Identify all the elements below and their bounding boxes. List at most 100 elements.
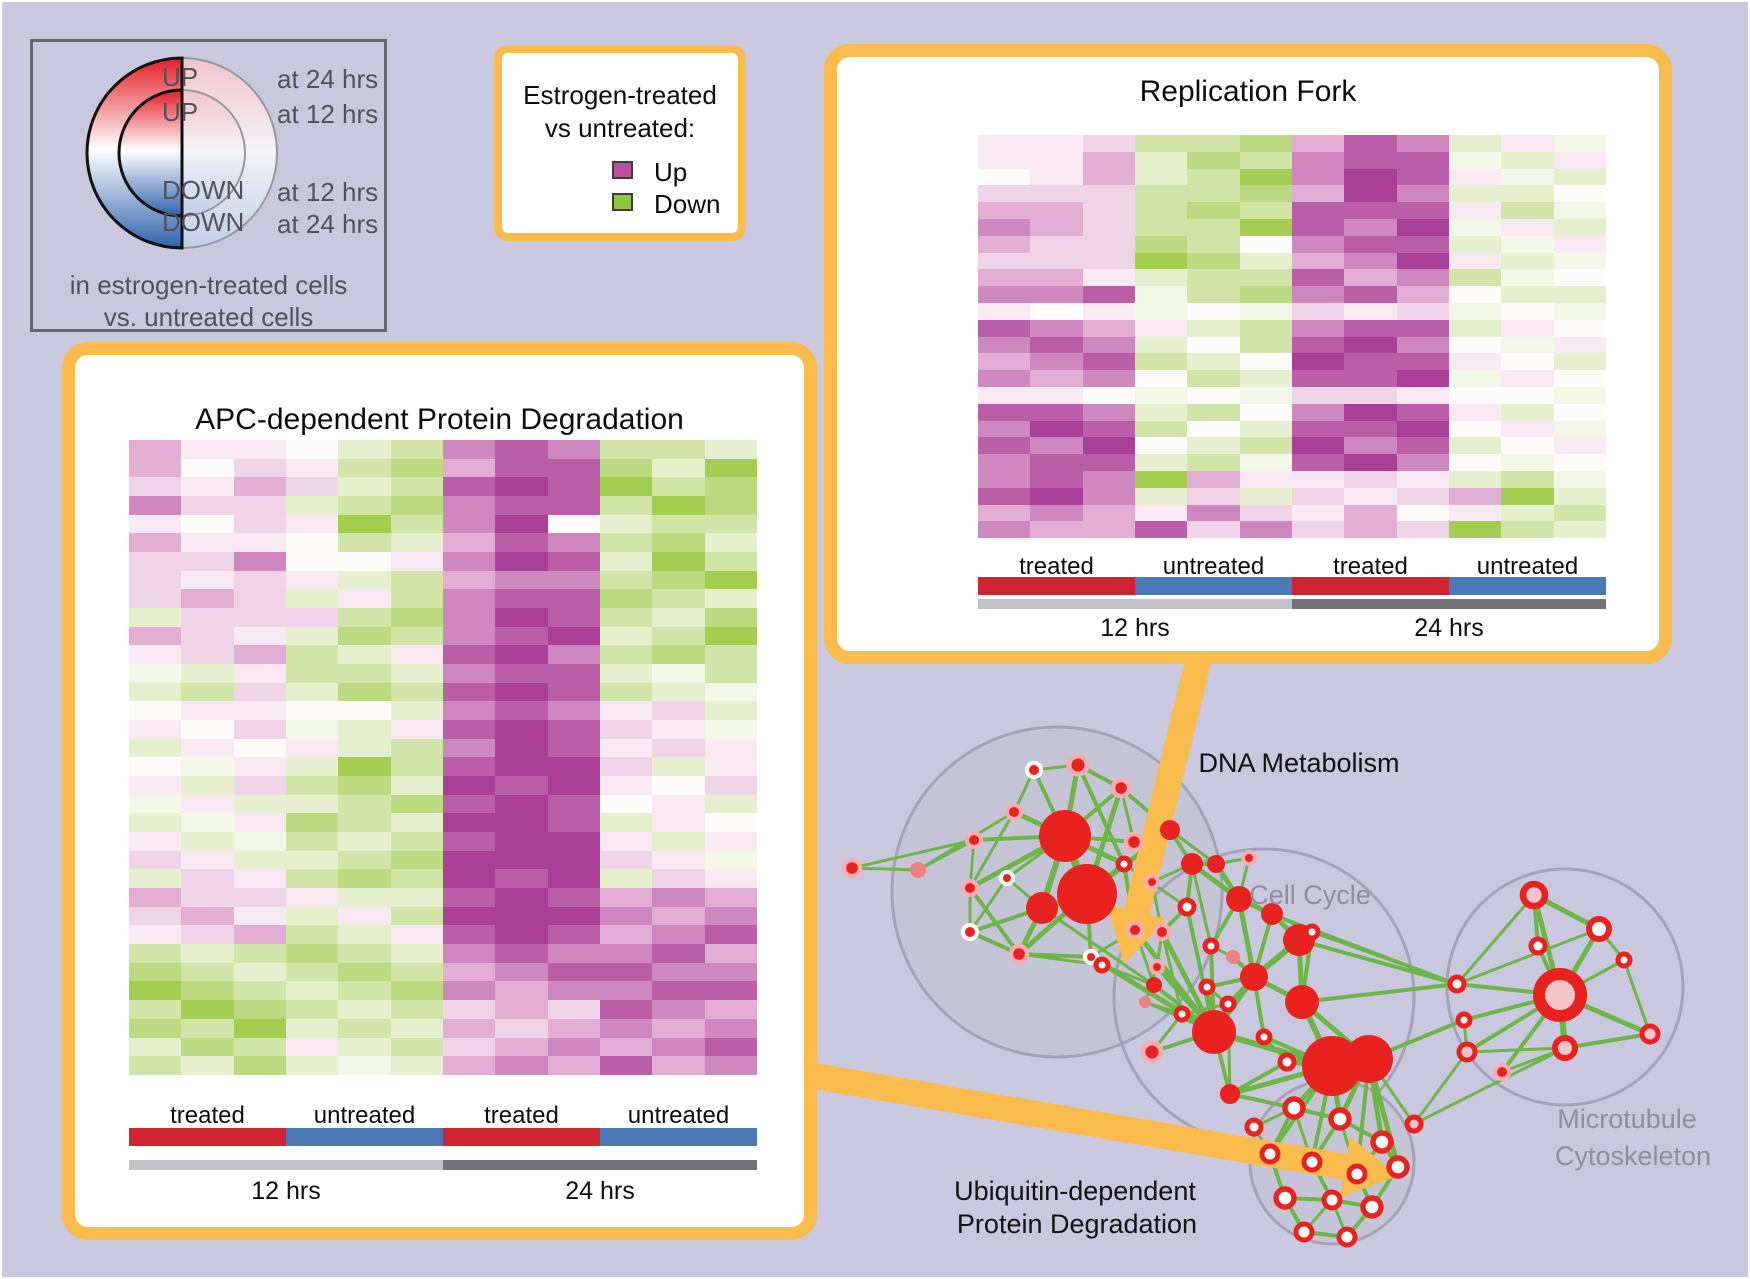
- network-edge: [1160, 905, 1189, 934]
- heatmap-cell: [1134, 286, 1188, 303]
- gene-node-dw: [1447, 974, 1467, 994]
- updown-circles-icon: [85, 56, 278, 250]
- heatmap-cell: [1134, 252, 1188, 270]
- network-edge: [1297, 938, 1459, 986]
- heatmap-cell: [338, 682, 391, 702]
- network-edge: [1291, 1063, 1335, 1111]
- heatmap-cell: [233, 552, 286, 571]
- replication-fork-panel: Replication Fork treated untreated treated…: [824, 44, 1672, 664]
- heatmap-cell: [1082, 151, 1135, 169]
- heatmap-cell: [652, 514, 705, 534]
- network-edge: [1185, 862, 1194, 909]
- heatmap-cell: [1134, 185, 1188, 203]
- time-bar-segment: [443, 1160, 757, 1170]
- heatmap-cell: [1448, 521, 1502, 539]
- heatmap-cell: [495, 552, 548, 571]
- network-edge: [1012, 768, 1036, 814]
- heatmap-cell: [181, 794, 234, 814]
- heatmap-cell: [495, 850, 548, 870]
- heatmap-cell: [233, 1037, 286, 1057]
- heatmap-cell: [1291, 403, 1345, 421]
- heatmap-cell: [495, 533, 548, 553]
- heatmap-cell: [338, 589, 391, 609]
- heatmap-cell: [1134, 151, 1188, 169]
- heatmap-cell: [547, 626, 600, 646]
- heatmap-cell: [599, 888, 653, 907]
- heatmap-cell: [1239, 420, 1292, 438]
- heatmap-cell: [181, 589, 234, 609]
- heatmap-cell: [390, 1056, 443, 1075]
- heatmap-cell: [181, 458, 234, 478]
- heatmap-cell: [129, 514, 182, 534]
- heatmap-cell: [233, 981, 286, 1001]
- heatmap-cell: [495, 440, 548, 459]
- time-bar-segment: [1292, 599, 1606, 609]
- heatmap-cell: [181, 440, 234, 459]
- heatmap-cell: [495, 981, 548, 1001]
- heatmap-cell: [1291, 286, 1345, 303]
- heatmap-cell: [1291, 336, 1345, 354]
- legend-title-line2: vs untreated:: [544, 113, 696, 143]
- heatmap-cell: [704, 1056, 757, 1075]
- heatmap-cell: [1291, 319, 1345, 337]
- heatmap-cell: [1187, 353, 1240, 371]
- network-edge: [1211, 1029, 1335, 1069]
- heatmap-cell: [442, 869, 496, 889]
- heatmap-cell: [547, 869, 600, 889]
- heatmap-cell: [495, 738, 548, 758]
- heatmap-cell: [1396, 487, 1449, 505]
- heatmap-cell: [1239, 437, 1292, 455]
- network-edge: [1252, 975, 1266, 1039]
- gene-node-rp: [841, 857, 863, 879]
- heatmap-cell: [338, 869, 391, 889]
- gene-node-rp: [1123, 831, 1145, 853]
- heatmap-cell: [338, 832, 391, 851]
- heatmap-cell: [233, 589, 286, 609]
- heatmap-cell: [233, 738, 286, 758]
- gene-node-R: [1181, 853, 1203, 875]
- heatmap-cell: [704, 664, 757, 683]
- heatmap-cell: [442, 1056, 496, 1075]
- heatmap-cell: [1344, 135, 1397, 152]
- heatmap-cell: [978, 454, 1031, 471]
- heatmap-cell: [442, 888, 496, 907]
- gene-node-rp: [1110, 777, 1132, 799]
- heatmap-cell: [181, 645, 234, 665]
- heatmap-cell: [704, 1018, 757, 1038]
- heatmap-cell: [1448, 168, 1502, 186]
- heatmap-cell: [129, 589, 182, 609]
- heatmap-cell: [1291, 353, 1345, 371]
- network-edge: [1412, 1046, 1567, 1126]
- network-edge: [1462, 1018, 1469, 1054]
- heatmap-cell: [338, 496, 391, 515]
- network-edge: [1283, 1196, 1334, 1202]
- gene-node-dw: [1301, 1151, 1323, 1173]
- heatmap-cell: [599, 589, 653, 609]
- heatmap-cell: [547, 832, 600, 851]
- cluster-label-ubiquitin-line2: Protein Degradation: [956, 1209, 1198, 1239]
- heatmap-cell: [1553, 353, 1606, 371]
- heatmap-cell: [652, 477, 705, 497]
- heatmap-cell: [978, 168, 1031, 186]
- network-edge: [1299, 999, 1372, 1062]
- heatmap-cell: [599, 626, 653, 646]
- heatmap-cell: [1291, 386, 1345, 404]
- network-edge: [1017, 952, 1104, 967]
- network-edge: [1150, 1012, 1184, 1054]
- heatmap-cell: [1134, 420, 1188, 438]
- heatmap-cell: [978, 218, 1031, 236]
- heatmap-cell: [1344, 202, 1397, 219]
- network-edge: [1283, 1196, 1306, 1234]
- heatmap-cell: [129, 888, 182, 907]
- heatmap-cell: [547, 738, 600, 758]
- heatmap-cell: [1082, 521, 1135, 539]
- heatmap-cell: [442, 570, 496, 590]
- network-edge: [1040, 906, 1156, 987]
- heatmap-cell: [1187, 185, 1240, 203]
- heatmap-cell: [547, 514, 600, 534]
- condition-bar-segment: [443, 1128, 600, 1146]
- heatmap-cell: [1291, 135, 1345, 152]
- network-edge: [967, 833, 1068, 891]
- network-edge: [1597, 927, 1626, 962]
- heatmap-cell: [285, 850, 339, 870]
